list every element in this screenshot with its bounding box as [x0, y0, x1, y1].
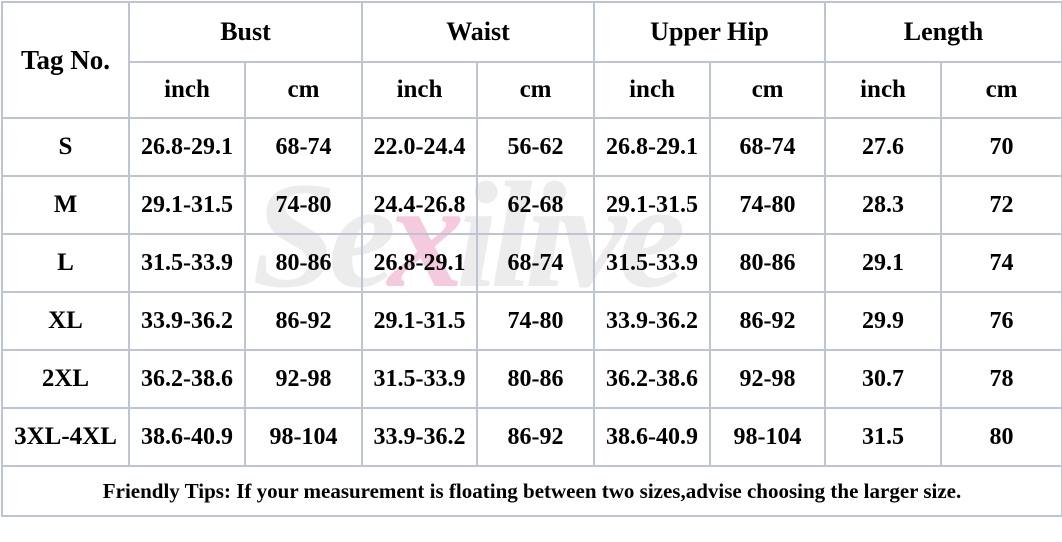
value-cell: 78: [940, 349, 1062, 409]
value-cell: 80: [940, 407, 1062, 467]
value-cell: 31.5-33.9: [361, 349, 479, 409]
value-cell: 36.2-38.6: [593, 349, 712, 409]
size-tag-cell: S: [1, 117, 130, 177]
value-cell: 80-86: [709, 233, 827, 293]
header-waist: Waist: [361, 1, 596, 63]
value-cell: 22.0-24.4: [361, 117, 479, 177]
header-units-row: inch cm inch cm inch cm inch cm: [2, 61, 1062, 119]
unit-waist-cm: cm: [476, 61, 596, 119]
size-chart-table: Tag No. Bust Waist Upper Hip Length inch…: [0, 1, 1062, 517]
value-cell: 38.6-40.9: [593, 407, 712, 467]
size-tag-cell: L: [1, 233, 130, 293]
value-cell: 26.8-29.1: [593, 117, 712, 177]
value-cell: 31.5: [824, 407, 943, 467]
header-upper-hip: Upper Hip: [593, 1, 827, 63]
value-cell: 33.9-36.2: [593, 291, 712, 351]
value-cell: 62-68: [476, 175, 596, 235]
value-cell: 27.6: [824, 117, 943, 177]
value-cell: 29.9: [824, 291, 943, 351]
value-cell: 31.5-33.9: [128, 233, 246, 293]
size-tag-cell: 2XL: [1, 349, 130, 409]
value-cell: 31.5-33.9: [593, 233, 712, 293]
value-cell: 70: [940, 117, 1062, 177]
value-cell: 26.8-29.1: [361, 233, 479, 293]
size-tag-cell: M: [1, 175, 130, 235]
value-cell: 74-80: [709, 175, 827, 235]
table-row-3xl-4xl: 3XL-4XL 38.6-40.9 98-104 33.9-36.2 86-92…: [1, 407, 1062, 467]
header-tag-no: Tag No.: [1, 1, 130, 119]
table-row-2xl: 2XL 36.2-38.6 92-98 31.5-33.9 80-86 36.2…: [1, 349, 1062, 409]
unit-waist-inch: inch: [361, 61, 479, 119]
table-row-s: S 26.8-29.1 68-74 22.0-24.4 56-62 26.8-2…: [1, 117, 1062, 177]
value-cell: 92-98: [709, 349, 827, 409]
unit-length-inch: inch: [824, 61, 943, 119]
header-group-row: Tag No. Bust Waist Upper Hip Length: [1, 1, 1062, 119]
value-cell: 38.6-40.9: [128, 407, 246, 467]
value-cell: 29.1-31.5: [361, 291, 479, 351]
value-cell: 68-74: [476, 233, 596, 293]
value-cell: 24.4-26.8: [361, 175, 479, 235]
tip-row: Friendly Tips: If your measurement is fl…: [0, 465, 1062, 517]
header-bust: Bust: [127, 1, 364, 63]
value-cell: 33.9-36.2: [128, 291, 246, 351]
table-row-l: L 31.5-33.9 80-86 26.8-29.1 68-74 31.5-3…: [1, 233, 1062, 293]
unit-length-cm: cm: [940, 61, 1062, 119]
friendly-tips-text: Friendly Tips: If your measurement is fl…: [0, 465, 1062, 517]
value-cell: 86-92: [476, 407, 596, 467]
value-cell: 80-86: [243, 233, 364, 293]
value-cell: 56-62: [476, 117, 596, 177]
value-cell: 36.2-38.6: [128, 349, 246, 409]
value-cell: 86-92: [243, 291, 364, 351]
value-cell: 72: [940, 175, 1062, 235]
unit-bust-cm: cm: [243, 61, 364, 119]
value-cell: 28.3: [824, 175, 943, 235]
table-row-xl: XL 33.9-36.2 86-92 29.1-31.5 74-80 33.9-…: [1, 291, 1062, 351]
value-cell: 68-74: [243, 117, 364, 177]
value-cell: 76: [940, 291, 1062, 351]
value-cell: 29.1-31.5: [128, 175, 246, 235]
value-cell: 33.9-36.2: [361, 407, 479, 467]
size-tag-cell: 3XL-4XL: [1, 407, 130, 467]
value-cell: 68-74: [709, 117, 827, 177]
header-length: Length: [824, 1, 1062, 63]
size-tag-cell: XL: [1, 291, 130, 351]
table-row-m: M 29.1-31.5 74-80 24.4-26.8 62-68 29.1-3…: [1, 175, 1062, 235]
unit-upperhip-cm: cm: [709, 61, 827, 119]
value-cell: 29.1: [824, 233, 943, 293]
value-cell: 98-104: [709, 407, 827, 467]
value-cell: 26.8-29.1: [128, 117, 246, 177]
value-cell: 30.7: [824, 349, 943, 409]
value-cell: 92-98: [243, 349, 364, 409]
value-cell: 80-86: [476, 349, 596, 409]
value-cell: 74: [940, 233, 1062, 293]
value-cell: 98-104: [243, 407, 364, 467]
unit-bust-inch: inch: [128, 61, 246, 119]
value-cell: 74-80: [243, 175, 364, 235]
value-cell: 74-80: [476, 291, 596, 351]
value-cell: 86-92: [709, 291, 827, 351]
value-cell: 29.1-31.5: [593, 175, 712, 235]
unit-upperhip-inch: inch: [593, 61, 712, 119]
